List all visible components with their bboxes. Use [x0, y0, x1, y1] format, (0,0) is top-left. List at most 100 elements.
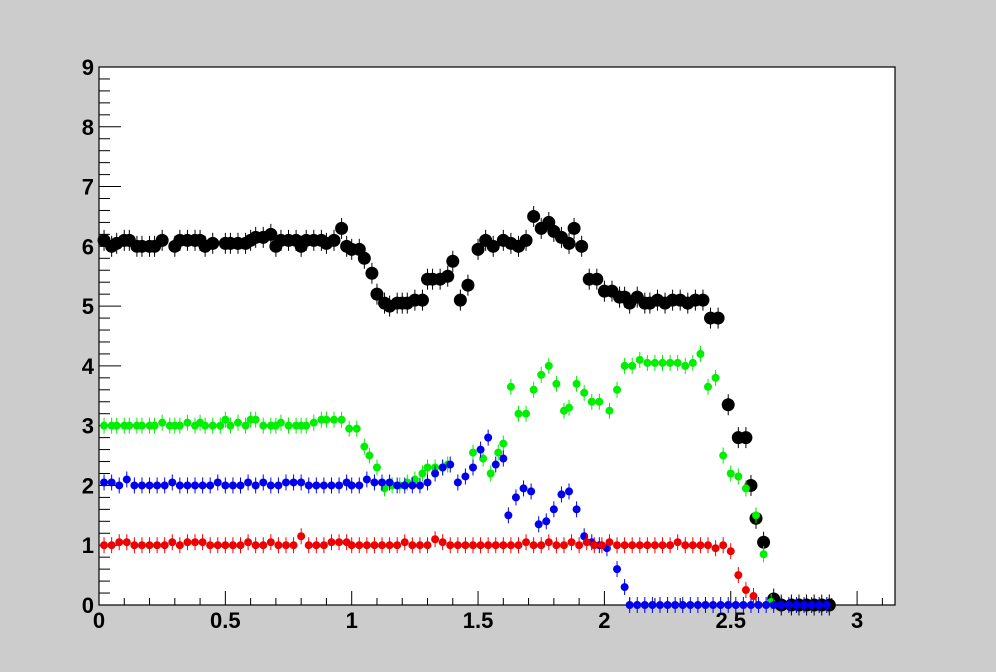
data-point — [752, 511, 761, 520]
data-point — [297, 532, 306, 541]
data-point — [542, 517, 551, 526]
data-point — [643, 358, 652, 367]
data-point — [486, 469, 495, 478]
data-point — [514, 541, 523, 550]
data-point — [625, 601, 634, 609]
data-point — [587, 397, 596, 406]
data-point — [441, 269, 455, 283]
data-point — [241, 421, 250, 430]
data-point — [347, 481, 356, 490]
data-point — [423, 541, 432, 550]
data-point — [360, 442, 369, 451]
data-point — [362, 475, 371, 484]
data-point — [208, 421, 217, 430]
data-point — [613, 385, 622, 394]
data-point — [130, 541, 139, 550]
data-point — [284, 421, 293, 430]
data-point — [575, 541, 584, 550]
data-point — [514, 409, 523, 418]
data-point — [762, 601, 771, 609]
data-point — [236, 541, 245, 550]
data-point — [438, 463, 447, 472]
data-point — [557, 490, 566, 499]
data-point — [671, 601, 680, 609]
data-point — [355, 481, 364, 490]
data-point — [345, 424, 354, 433]
data-point — [221, 481, 230, 490]
data-point — [792, 601, 801, 609]
data-point — [312, 481, 321, 490]
data-point — [304, 541, 313, 550]
data-point — [590, 541, 599, 550]
data-point — [663, 601, 672, 609]
data-point — [673, 358, 682, 367]
data-point — [233, 418, 242, 427]
data-point — [565, 403, 574, 412]
data-point — [726, 469, 735, 478]
series-3 — [100, 528, 758, 605]
data-point — [734, 571, 743, 580]
data-point — [519, 484, 528, 493]
data-point — [807, 601, 816, 609]
data-point — [709, 601, 718, 609]
data-point — [319, 481, 328, 490]
data-point — [372, 463, 381, 472]
data-point — [499, 541, 508, 550]
data-point — [559, 541, 568, 550]
data-point — [537, 541, 546, 550]
data-point — [580, 388, 589, 397]
data-point — [206, 236, 220, 250]
y-tick-label: 3 — [82, 414, 94, 439]
data-point — [153, 481, 162, 490]
y-tick-label: 7 — [82, 175, 94, 200]
data-point — [613, 541, 622, 550]
data-point — [529, 385, 538, 394]
data-point — [562, 236, 576, 250]
data-point — [327, 538, 336, 547]
data-point — [198, 481, 207, 490]
data-point — [731, 601, 740, 609]
data-point — [522, 409, 531, 418]
data-point — [648, 601, 657, 609]
data-point — [476, 445, 485, 454]
data-point — [453, 541, 462, 550]
data-point — [304, 481, 313, 490]
data-point — [822, 601, 831, 609]
data-point — [716, 601, 725, 609]
data-point — [688, 541, 697, 550]
data-point — [370, 541, 379, 550]
data-point — [423, 463, 432, 472]
data-point — [522, 538, 531, 547]
data-point — [438, 538, 447, 547]
data-point — [527, 487, 536, 496]
y-tick-label: 8 — [82, 115, 94, 140]
data-point — [628, 541, 637, 550]
data-point — [100, 478, 109, 487]
data-point — [479, 454, 488, 463]
data-point — [385, 541, 394, 550]
data-point — [274, 541, 283, 550]
data-point — [549, 505, 558, 514]
data-point — [357, 251, 371, 265]
data-point — [572, 505, 581, 514]
data-point — [302, 421, 311, 430]
data-point — [537, 370, 546, 379]
data-point — [115, 538, 124, 547]
data-point — [494, 448, 503, 457]
y-tick-label: 2 — [82, 473, 94, 498]
data-point — [312, 541, 321, 550]
data-point — [693, 601, 702, 609]
data-point — [378, 478, 387, 487]
data-point — [153, 541, 162, 550]
data-point — [620, 541, 629, 550]
data-point — [191, 481, 200, 490]
data-point — [100, 541, 109, 550]
data-point — [640, 601, 649, 609]
data-point — [658, 541, 667, 550]
data-point — [734, 472, 743, 481]
data-point — [613, 565, 622, 574]
data-point — [335, 481, 344, 490]
data-point — [511, 493, 520, 502]
data-point — [597, 541, 606, 550]
